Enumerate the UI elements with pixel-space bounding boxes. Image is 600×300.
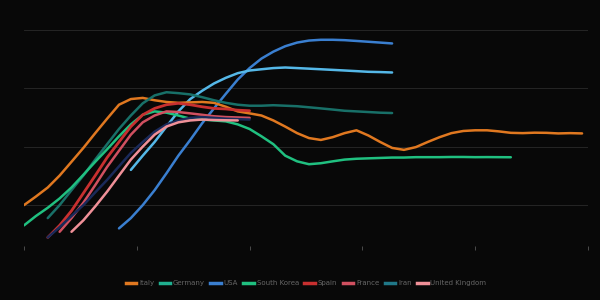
Legend: Italy, Germany, USA, South Korea, Spain, France, Iran, United Kingdom: Italy, Germany, USA, South Korea, Spain,… xyxy=(123,278,489,289)
